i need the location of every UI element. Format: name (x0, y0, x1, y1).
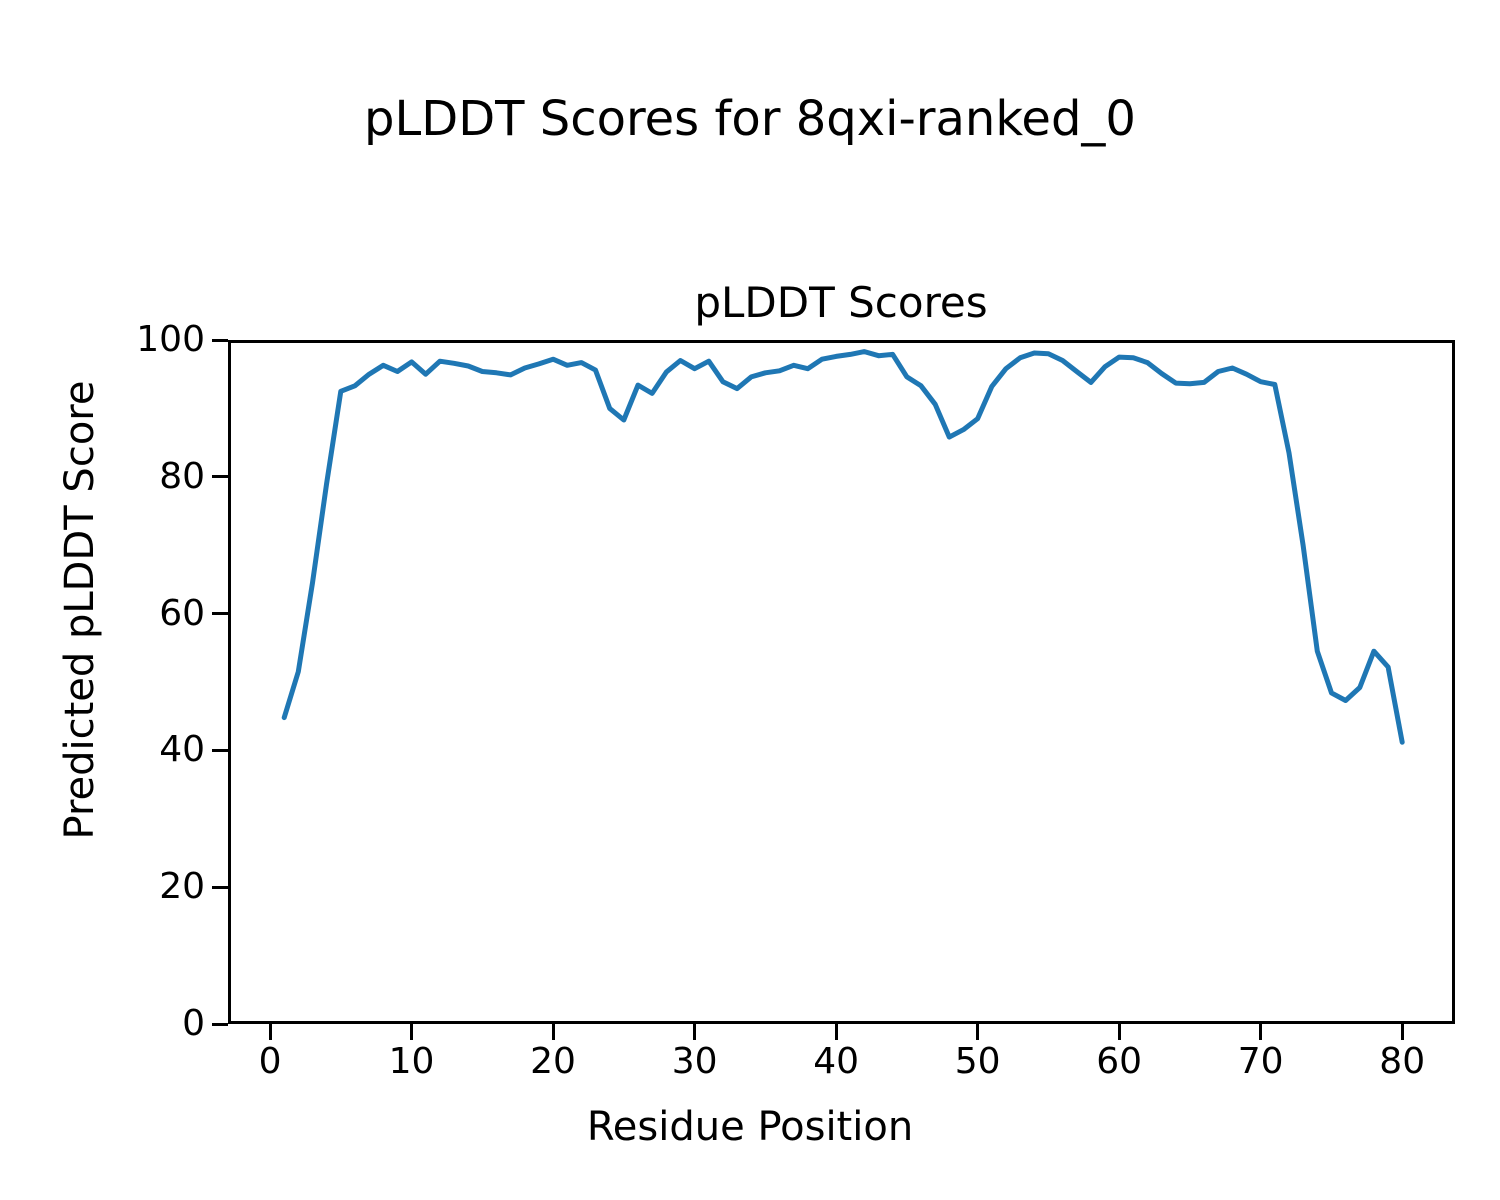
x-tick-label: 10 (388, 1041, 435, 1082)
chart-canvas (228, 340, 1455, 1024)
y-tick-mark (212, 612, 228, 616)
x-tick-label: 60 (1096, 1041, 1143, 1082)
x-tick-mark (834, 1024, 838, 1040)
y-tick-mark (212, 1022, 228, 1026)
x-tick-label: 20 (530, 1041, 576, 1082)
y-tick-label: 60 (159, 592, 205, 634)
x-tick-label: 70 (1237, 1041, 1284, 1082)
x-tick-mark (976, 1024, 980, 1040)
x-tick-mark (1400, 1024, 1404, 1040)
axes-title: pLDDT Scores (694, 278, 988, 327)
y-tick-label: 40 (159, 729, 205, 771)
x-tick-mark (1259, 1024, 1263, 1040)
axes-frame (228, 340, 1455, 1024)
x-axis-label: Residue Position (586, 1104, 914, 1150)
y-tick-label: 0 (182, 1003, 205, 1044)
x-tick-label: 30 (671, 1041, 718, 1082)
y-tick-label: 80 (159, 455, 205, 497)
y-tick-mark (212, 338, 228, 342)
y-tick-mark (212, 475, 228, 479)
x-tick-label: 0 (258, 1041, 282, 1082)
x-tick-mark (268, 1024, 272, 1040)
y-tick-label: 100 (136, 319, 205, 360)
x-tick-mark (551, 1024, 555, 1040)
x-tick-mark (410, 1024, 414, 1040)
x-tick-label: 40 (813, 1041, 860, 1082)
x-tick-mark (693, 1024, 697, 1040)
y-axis-label: Predicted pLDDT Score (57, 380, 103, 840)
plddt-line (281, 349, 1405, 745)
x-tick-label: 80 (1379, 1041, 1426, 1082)
x-tick-mark (1117, 1024, 1121, 1040)
plot-area (228, 340, 1455, 1024)
y-tick-mark (212, 748, 228, 752)
x-tick-label: 50 (954, 1041, 1001, 1082)
y-tick-label: 20 (159, 866, 205, 908)
figure-title: pLDDT Scores for 8qxi-ranked_0 (364, 91, 1136, 147)
y-tick-mark (212, 885, 228, 889)
